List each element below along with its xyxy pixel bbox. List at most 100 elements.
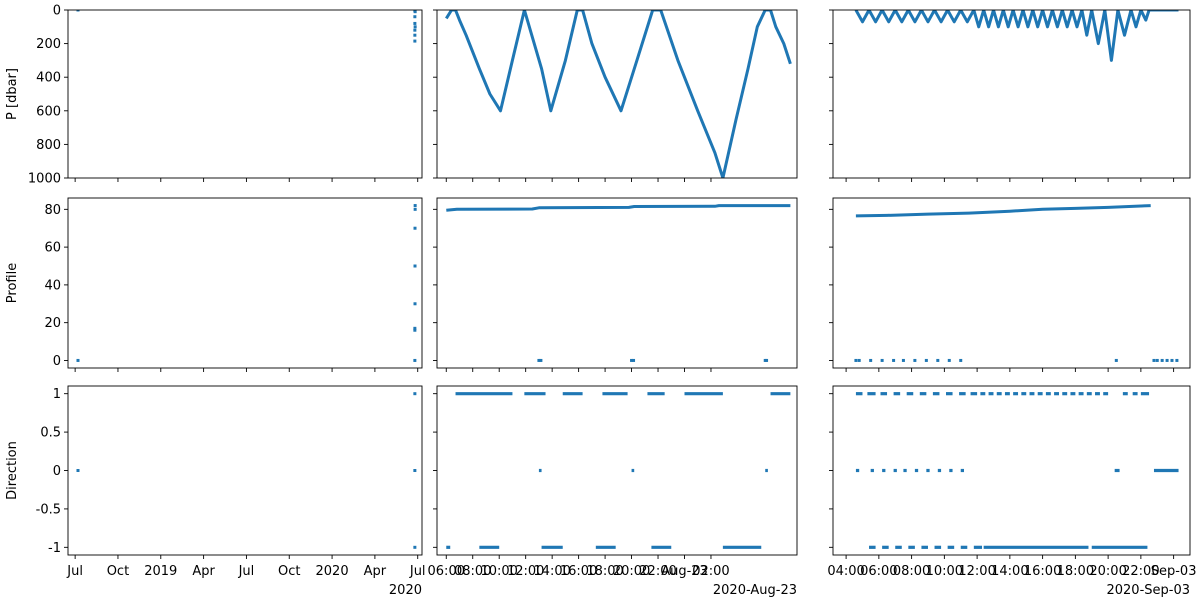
data-point xyxy=(413,204,417,208)
x-tick-label: 08:00 xyxy=(893,564,930,579)
y-tick-label: 80 xyxy=(44,203,61,218)
data-point xyxy=(947,358,951,362)
data-point xyxy=(765,358,769,362)
x-tick-label: Jul xyxy=(238,564,255,579)
data-point xyxy=(1170,358,1174,362)
y-tick-label: 1000 xyxy=(28,172,61,187)
data-point xyxy=(413,302,417,306)
x-tick-label: 2019 xyxy=(144,564,177,579)
data-point xyxy=(413,358,417,362)
y-tick-label: 0 xyxy=(53,4,61,19)
data-point xyxy=(413,21,417,25)
data-point xyxy=(413,264,417,268)
axes-frame xyxy=(67,197,423,369)
y-tick-label: -0.5 xyxy=(36,502,61,517)
data-point xyxy=(413,33,417,37)
data-point xyxy=(857,358,861,362)
x-tick-label: 18:00 xyxy=(1057,564,1094,579)
data-point xyxy=(413,25,417,29)
y-tick-label: 0 xyxy=(53,464,61,479)
x-tick-label: 12:00 xyxy=(958,564,995,579)
data-point xyxy=(413,392,417,396)
x-tick-label: 04:00 xyxy=(827,564,864,579)
y-tick-label: 60 xyxy=(44,241,61,256)
x-offset-label: 2020-Sep-03 xyxy=(1106,583,1190,598)
y-tick-label: 0.5 xyxy=(40,426,61,441)
x-tick-label: 12:00 xyxy=(507,564,544,579)
axes-frame xyxy=(436,197,798,369)
axes-frame xyxy=(832,9,1191,179)
x-tick-label: Jul xyxy=(409,564,426,579)
x-tick-label: Apr xyxy=(192,564,215,579)
data-point xyxy=(869,358,873,362)
series-line xyxy=(854,10,1179,62)
series-line xyxy=(855,204,1151,218)
data-point xyxy=(413,10,417,14)
series-line xyxy=(445,10,792,178)
y-axis-title: Profile xyxy=(5,263,20,303)
data-point xyxy=(413,207,417,211)
x-tick-label: 16:00 xyxy=(1024,564,1061,579)
y-axis-title: P [dbar] xyxy=(5,68,20,120)
data-point xyxy=(936,358,940,362)
axes-frame xyxy=(67,9,423,179)
x-tick-label: 02:00 xyxy=(692,564,729,579)
y-tick-label: -1 xyxy=(48,541,61,556)
data-point xyxy=(1114,358,1118,362)
data-point xyxy=(1155,358,1159,362)
data-point xyxy=(1152,358,1156,362)
data-point xyxy=(76,358,80,362)
axes-frame xyxy=(436,385,798,556)
x-offset-label: 2020 xyxy=(389,583,422,598)
axes-frame xyxy=(436,9,798,179)
x-tick-label: 14:00 xyxy=(533,564,570,579)
x-tick-label: 20:00 xyxy=(613,564,650,579)
x-tick-label: 06:00 xyxy=(428,564,465,579)
data-point xyxy=(413,28,417,32)
data-point xyxy=(1160,358,1164,362)
x-tick-label: 14:00 xyxy=(991,564,1028,579)
x-tick-label: 20:00 xyxy=(1089,564,1126,579)
data-point xyxy=(413,226,417,230)
data-point xyxy=(913,358,917,362)
data-point xyxy=(1165,358,1169,362)
x-offset-label: 2020-Aug-23 xyxy=(713,583,797,598)
data-point xyxy=(76,10,80,12)
y-tick-label: 600 xyxy=(36,104,61,119)
x-tick-label: 08:00 xyxy=(454,564,491,579)
x-tick-label: 10:00 xyxy=(480,564,517,579)
axes-frame xyxy=(832,197,1191,369)
data-point xyxy=(76,469,80,472)
data-point xyxy=(413,545,417,549)
data-point xyxy=(413,469,417,472)
x-tick-label: 2020 xyxy=(316,564,349,579)
y-axis-title: Direction xyxy=(5,441,20,500)
data-point xyxy=(892,358,896,362)
x-tick-label: Sep-03 xyxy=(1151,564,1197,579)
x-tick-label: 22:00 xyxy=(639,564,676,579)
data-point xyxy=(413,39,417,43)
x-tick-label: Oct xyxy=(278,564,300,579)
data-point xyxy=(413,328,417,332)
data-point xyxy=(537,358,541,362)
x-tick-label: Aug-23 xyxy=(661,564,708,579)
data-point xyxy=(854,358,858,362)
x-tick-label: 18:00 xyxy=(586,564,623,579)
data-point xyxy=(630,358,634,362)
x-tick-label: 22:00 xyxy=(1122,564,1159,579)
y-tick-label: 800 xyxy=(36,138,61,153)
x-tick-label: Jul xyxy=(66,564,83,579)
data-point xyxy=(880,358,884,362)
data-point xyxy=(413,326,417,330)
x-tick-label: 16:00 xyxy=(560,564,597,579)
y-tick-label: 1 xyxy=(53,387,61,402)
data-point xyxy=(413,15,417,19)
x-tick-label: Apr xyxy=(364,564,387,579)
data-point xyxy=(632,358,636,362)
axes-frame xyxy=(67,385,423,556)
data-point xyxy=(901,358,905,362)
y-tick-label: 0 xyxy=(53,354,61,369)
y-tick-label: 40 xyxy=(44,278,61,293)
x-tick-label: 06:00 xyxy=(860,564,897,579)
